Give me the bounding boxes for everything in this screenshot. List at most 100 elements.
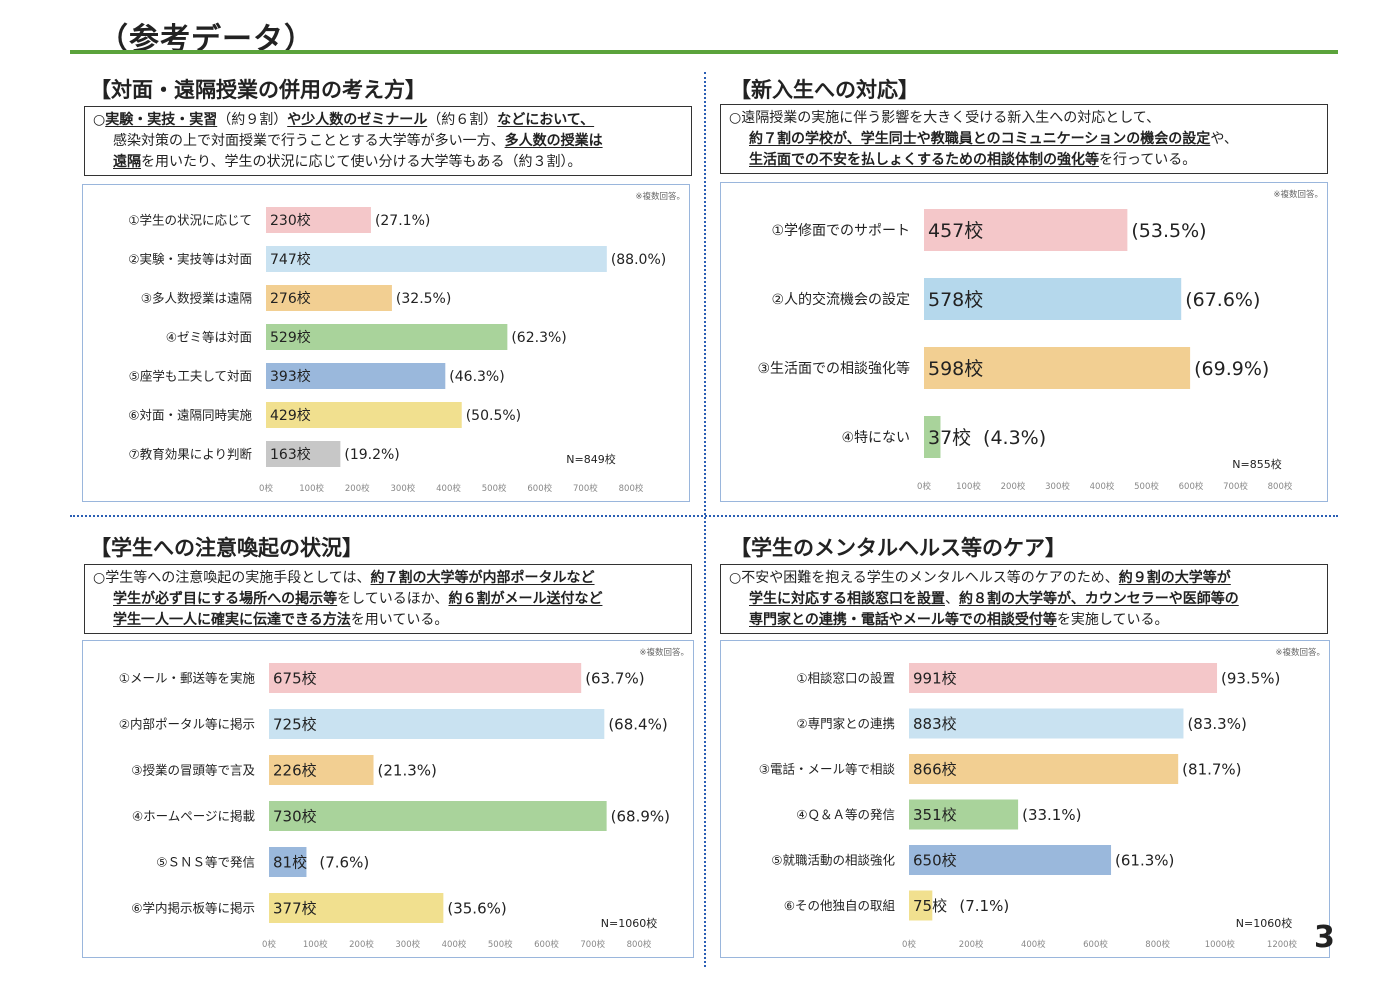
bar	[269, 663, 582, 693]
horizontal-divider	[70, 515, 1338, 517]
bar	[269, 893, 444, 923]
value-label: 37校	[928, 427, 971, 449]
summary-text: などにおいて、	[497, 112, 595, 128]
summary-line: 学生に対応する相談窓口を設置、約８割の大学等が、カウンセラーや医師等の	[729, 589, 1319, 610]
title-underline	[70, 50, 1338, 54]
value-label: 75校	[913, 897, 947, 915]
percent-label: (19.2%)	[344, 447, 399, 463]
value-label: 457校	[928, 220, 983, 242]
summary-text: をしているほか、	[337, 591, 449, 607]
summary-text: 感染対策の上で対面授業で行うこととする大学等が多い一方、	[113, 133, 505, 149]
summary-text: ○不安や困難を抱える学生のメンタルヘルス等のケアのため、	[729, 570, 1119, 586]
category-label: ⑥対面・遠隔同時実施	[128, 408, 252, 423]
x-tick-label: 1200校	[1267, 939, 1298, 950]
bar	[924, 347, 1191, 389]
chart-panel: ※複数回答。 ①学修面でのサポート 457校 (53.5%) ②人的交流機会の設定 578…	[720, 182, 1328, 502]
value-label: 747校	[270, 251, 311, 268]
percent-label: (32.5%)	[396, 291, 451, 307]
x-tick-label: 600校	[1083, 939, 1108, 950]
multiple-answer-note: ※複数回答。	[635, 191, 685, 202]
summary-text: を実施している。	[1056, 612, 1169, 628]
x-tick-label: 200校	[349, 939, 374, 950]
category-label: ③授業の冒頭等で言及	[131, 763, 255, 778]
section-summary: ○不安や困難を抱える学生のメンタルヘルス等のケアのため、約９割の大学等が 学生に対…	[720, 564, 1328, 634]
percent-label: (69.9%)	[1194, 358, 1269, 380]
category-label: ⑦教育効果により判断	[129, 447, 252, 462]
bar	[269, 709, 605, 739]
summary-text: 遠隔	[113, 154, 141, 170]
summary-line: ○不安や困難を抱える学生のメンタルヘルス等のケアのため、約９割の大学等が	[729, 568, 1319, 589]
category-label: ②内部ポータル等に掲示	[119, 717, 255, 732]
x-tick-label: 500校	[482, 483, 507, 494]
percent-label: (7.6%)	[319, 853, 369, 871]
percent-label: (93.5%)	[1221, 669, 1280, 687]
category-label: ⑤就職活動の相談強化	[771, 853, 895, 868]
category-label: ④ゼミ等は対面	[166, 330, 252, 345]
x-tick-label: 800校	[1145, 939, 1170, 950]
category-label: ④特にない	[841, 430, 910, 446]
value-label: 393校	[270, 368, 311, 385]
percent-label: (68.4%)	[608, 715, 667, 733]
bar	[266, 324, 508, 350]
category-label: ①相談窓口の設置	[796, 671, 895, 686]
summary-line: 約７割の学校が、学生同士や教職員とのコミュニケーションの機会の設定や、	[729, 129, 1319, 150]
bar	[266, 402, 462, 428]
category-label: ③電話・メール等で相談	[759, 762, 896, 777]
section-summary: ○学生等への注意喚起の実施手段としては、約７割の大学等が内部ポータルなど 学生が必…	[84, 564, 692, 634]
value-label: 675校	[273, 669, 317, 687]
category-label: ⑥その他独自の取組	[784, 898, 895, 913]
sample-size-label: N=1060校	[601, 916, 657, 930]
x-tick-label: 400校	[1021, 939, 1046, 950]
bar	[269, 755, 374, 785]
category-label: ③多人数授業は遠隔	[141, 291, 252, 306]
bar	[909, 708, 1184, 739]
bar	[909, 754, 1179, 784]
bar	[909, 845, 1112, 875]
x-tick-label: 200校	[1001, 481, 1026, 492]
bar	[269, 801, 607, 831]
summary-line: ○学生等への注意喚起の実施手段としては、約７割の大学等が内部ポータルなど	[93, 568, 683, 589]
category-label: ③生活面での相談強化等	[757, 360, 910, 377]
value-label: 578校	[928, 289, 983, 311]
percent-label: (53.5%)	[1131, 220, 1206, 242]
bar	[266, 363, 446, 389]
value-label: 429校	[270, 407, 311, 424]
x-tick-label: 0校	[259, 483, 273, 494]
x-tick-label: 800校	[627, 939, 652, 950]
value-label: 163校	[270, 446, 311, 463]
x-tick-label: 0校	[902, 939, 916, 950]
category-label: ⑤座学も工夫して対面	[129, 369, 252, 384]
x-tick-label: 400校	[442, 939, 467, 950]
value-label: 230校	[270, 212, 311, 229]
summary-text: 学生一人一人に確実に伝達できる方法	[113, 612, 351, 628]
category-label: ①学生の状況に応じて	[128, 213, 252, 228]
x-tick-label: 800校	[1268, 481, 1293, 492]
x-tick-label: 600校	[1179, 481, 1204, 492]
value-label: 81校	[273, 853, 307, 871]
bar-chart: ※複数回答。 ①学生の状況に応じて 230校 (27.1%) ②実験・実技等は対面 747…	[128, 191, 685, 494]
summary-text: 、	[945, 591, 959, 607]
value-label: 725校	[273, 715, 317, 733]
category-label: ①学修面でのサポート	[771, 223, 910, 239]
bar	[266, 246, 607, 272]
x-tick-label: 300校	[395, 939, 420, 950]
section-heading: 【対面・遠隔授業の併用の考え方】	[90, 78, 426, 102]
value-label: 730校	[273, 807, 317, 825]
section-summary: ○遠隔授業の実施に伴う影響を大きく受ける新入生への対応として、 約７割の学校が、学…	[720, 104, 1328, 174]
sample-size-label: N=1060校	[1236, 916, 1292, 930]
value-label: 377校	[273, 899, 317, 917]
summary-text: 実験・実技・実習	[105, 112, 218, 128]
bar	[269, 847, 307, 877]
summary-line: 遠隔を用いたり、学生の状況に応じて使い分ける大学等もある（約３割）。	[93, 152, 683, 173]
percent-label: (81.7%)	[1182, 760, 1241, 778]
summary-line: 学生一人一人に確実に伝達できる方法を用いている。	[93, 610, 683, 631]
summary-line: ○実験・実技・実習（約９割）や少人数のゼミナール（約６割）などにおいて、	[93, 110, 683, 131]
summary-text: ○学生等への注意喚起の実施手段としては、	[93, 570, 371, 586]
summary-text: （約６割）	[427, 112, 498, 128]
vertical-divider	[704, 72, 706, 967]
percent-label: (50.5%)	[466, 408, 521, 424]
summary-text: や少人数のゼミナール	[287, 112, 428, 128]
bar	[266, 207, 371, 233]
x-tick-label: 200校	[959, 939, 984, 950]
section-heading: 【学生への注意喚起の状況】	[90, 536, 363, 560]
